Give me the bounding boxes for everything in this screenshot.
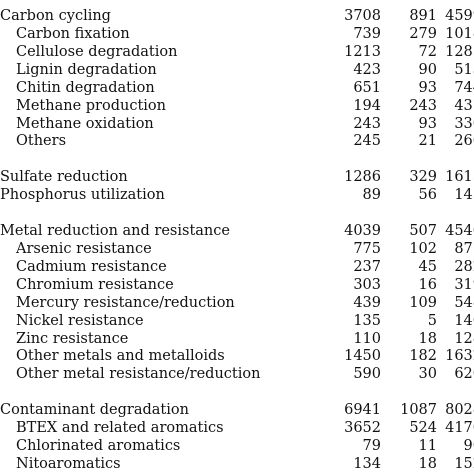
value-cell: 4546 (445, 223, 474, 240)
value-cell: 102 (409, 240, 437, 257)
value-cell: 423 (353, 61, 381, 78)
value-cell: 8028 (445, 402, 474, 419)
value-cell: 4039 (344, 223, 381, 240)
sub-row-label: Carbon fixation (16, 25, 130, 42)
value-cell: 21 (418, 133, 437, 150)
value-cell: 110 (353, 330, 381, 347)
sub-row-label: Other metals and metalloids (16, 348, 225, 365)
value-cell: 279 (409, 25, 437, 42)
sub-row-label: Zinc resistance (16, 330, 129, 347)
value-cell: 4176 (445, 420, 474, 437)
sub-row-label: BTEX and related aromatics (16, 420, 224, 437)
value-cell: 1285 (445, 43, 474, 60)
sub-row-label: Chlorinated aromatics (16, 438, 181, 455)
value-cell: 245 (353, 133, 381, 150)
value-cell: 16 (418, 276, 437, 293)
row-label: Phosphorus utilization (0, 187, 165, 204)
value-cell: 18 (418, 456, 437, 472)
value-cell: 319 (454, 276, 474, 293)
sub-row-label: Nickel resistance (16, 312, 144, 329)
value-cell: 140 (454, 312, 474, 329)
sub-row-label: Lignin degradation (16, 61, 157, 78)
value-cell: 1286 (344, 169, 381, 186)
value-cell: 18 (418, 330, 437, 347)
value-cell: 590 (353, 366, 381, 383)
value-cell: 4599 (445, 8, 474, 24)
value-cell: 548 (454, 294, 474, 311)
value-cell: 620 (454, 366, 474, 383)
value-cell: 524 (409, 420, 437, 437)
value-cell: 507 (409, 223, 437, 240)
value-cell: 744 (454, 79, 474, 96)
value-cell: 11 (418, 438, 437, 455)
row-label: Metal reduction and resistance (0, 223, 230, 240)
row-label: Sulfate reduction (0, 169, 128, 186)
value-cell: 56 (418, 187, 437, 204)
value-cell: 135 (353, 312, 381, 329)
value-cell: 739 (353, 25, 381, 42)
value-cell: 1632 (445, 348, 474, 365)
value-cell: 1087 (400, 402, 437, 419)
value-cell: 128 (454, 330, 474, 347)
value-cell: 282 (454, 258, 474, 275)
value-cell: 303 (353, 276, 381, 293)
sub-row-label: Nitoaromatics (16, 456, 121, 472)
value-cell: 1450 (344, 348, 381, 365)
sub-row-label: Arsenic resistance (16, 240, 152, 257)
sub-row-label: Cellulose degradation (16, 43, 178, 60)
sub-row-label: Other metal resistance/reduction (16, 366, 261, 383)
value-cell: 513 (454, 61, 474, 78)
value-cell: 439 (353, 294, 381, 311)
value-cell: 134 (353, 456, 381, 472)
value-cell: 109 (409, 294, 437, 311)
value-cell: 336 (454, 115, 474, 132)
value-cell: 5 (427, 312, 437, 329)
value-cell: 891 (409, 8, 437, 24)
value-cell: 1615 (445, 169, 474, 186)
value-cell: 243 (409, 97, 437, 114)
sub-row-label: Others (16, 133, 67, 150)
value-cell: 437 (454, 97, 474, 114)
value-cell: 90 (463, 438, 474, 455)
value-cell: 6941 (344, 402, 381, 419)
value-cell: 93 (418, 79, 437, 96)
value-cell: 45 (418, 258, 437, 275)
value-cell: 89 (362, 187, 381, 204)
value-cell: 182 (409, 348, 437, 365)
sub-row-label: Cadmium resistance (16, 258, 167, 275)
value-cell: 775 (353, 240, 381, 257)
value-cell: 243 (353, 115, 381, 132)
value-cell: 72 (418, 43, 437, 60)
sub-row-label: Chitin degradation (16, 79, 155, 96)
value-cell: 877 (454, 240, 474, 257)
value-cell: 1213 (344, 43, 381, 60)
row-label: Carbon cycling (0, 8, 111, 24)
value-cell: 145 (454, 187, 474, 204)
sub-row-label: Methane oxidation (16, 115, 154, 132)
value-cell: 3708 (344, 8, 381, 24)
value-cell: 237 (353, 258, 381, 275)
value-cell: 30 (418, 366, 437, 383)
value-cell: 194 (353, 97, 381, 114)
sub-row-label: Mercury resistance/reduction (16, 294, 235, 311)
sub-row-label: Chromium resistance (16, 276, 174, 293)
value-cell: 79 (362, 438, 381, 455)
value-cell: 90 (418, 61, 437, 78)
sub-row-label: Methane production (16, 97, 166, 114)
value-cell: 3652 (344, 420, 381, 437)
value-cell: 651 (353, 79, 381, 96)
row-label: Contaminant degradation (0, 402, 189, 419)
value-cell: 329 (409, 169, 437, 186)
value-cell: 152 (454, 456, 474, 472)
value-cell: 266 (454, 133, 474, 150)
value-cell: 93 (418, 115, 437, 132)
